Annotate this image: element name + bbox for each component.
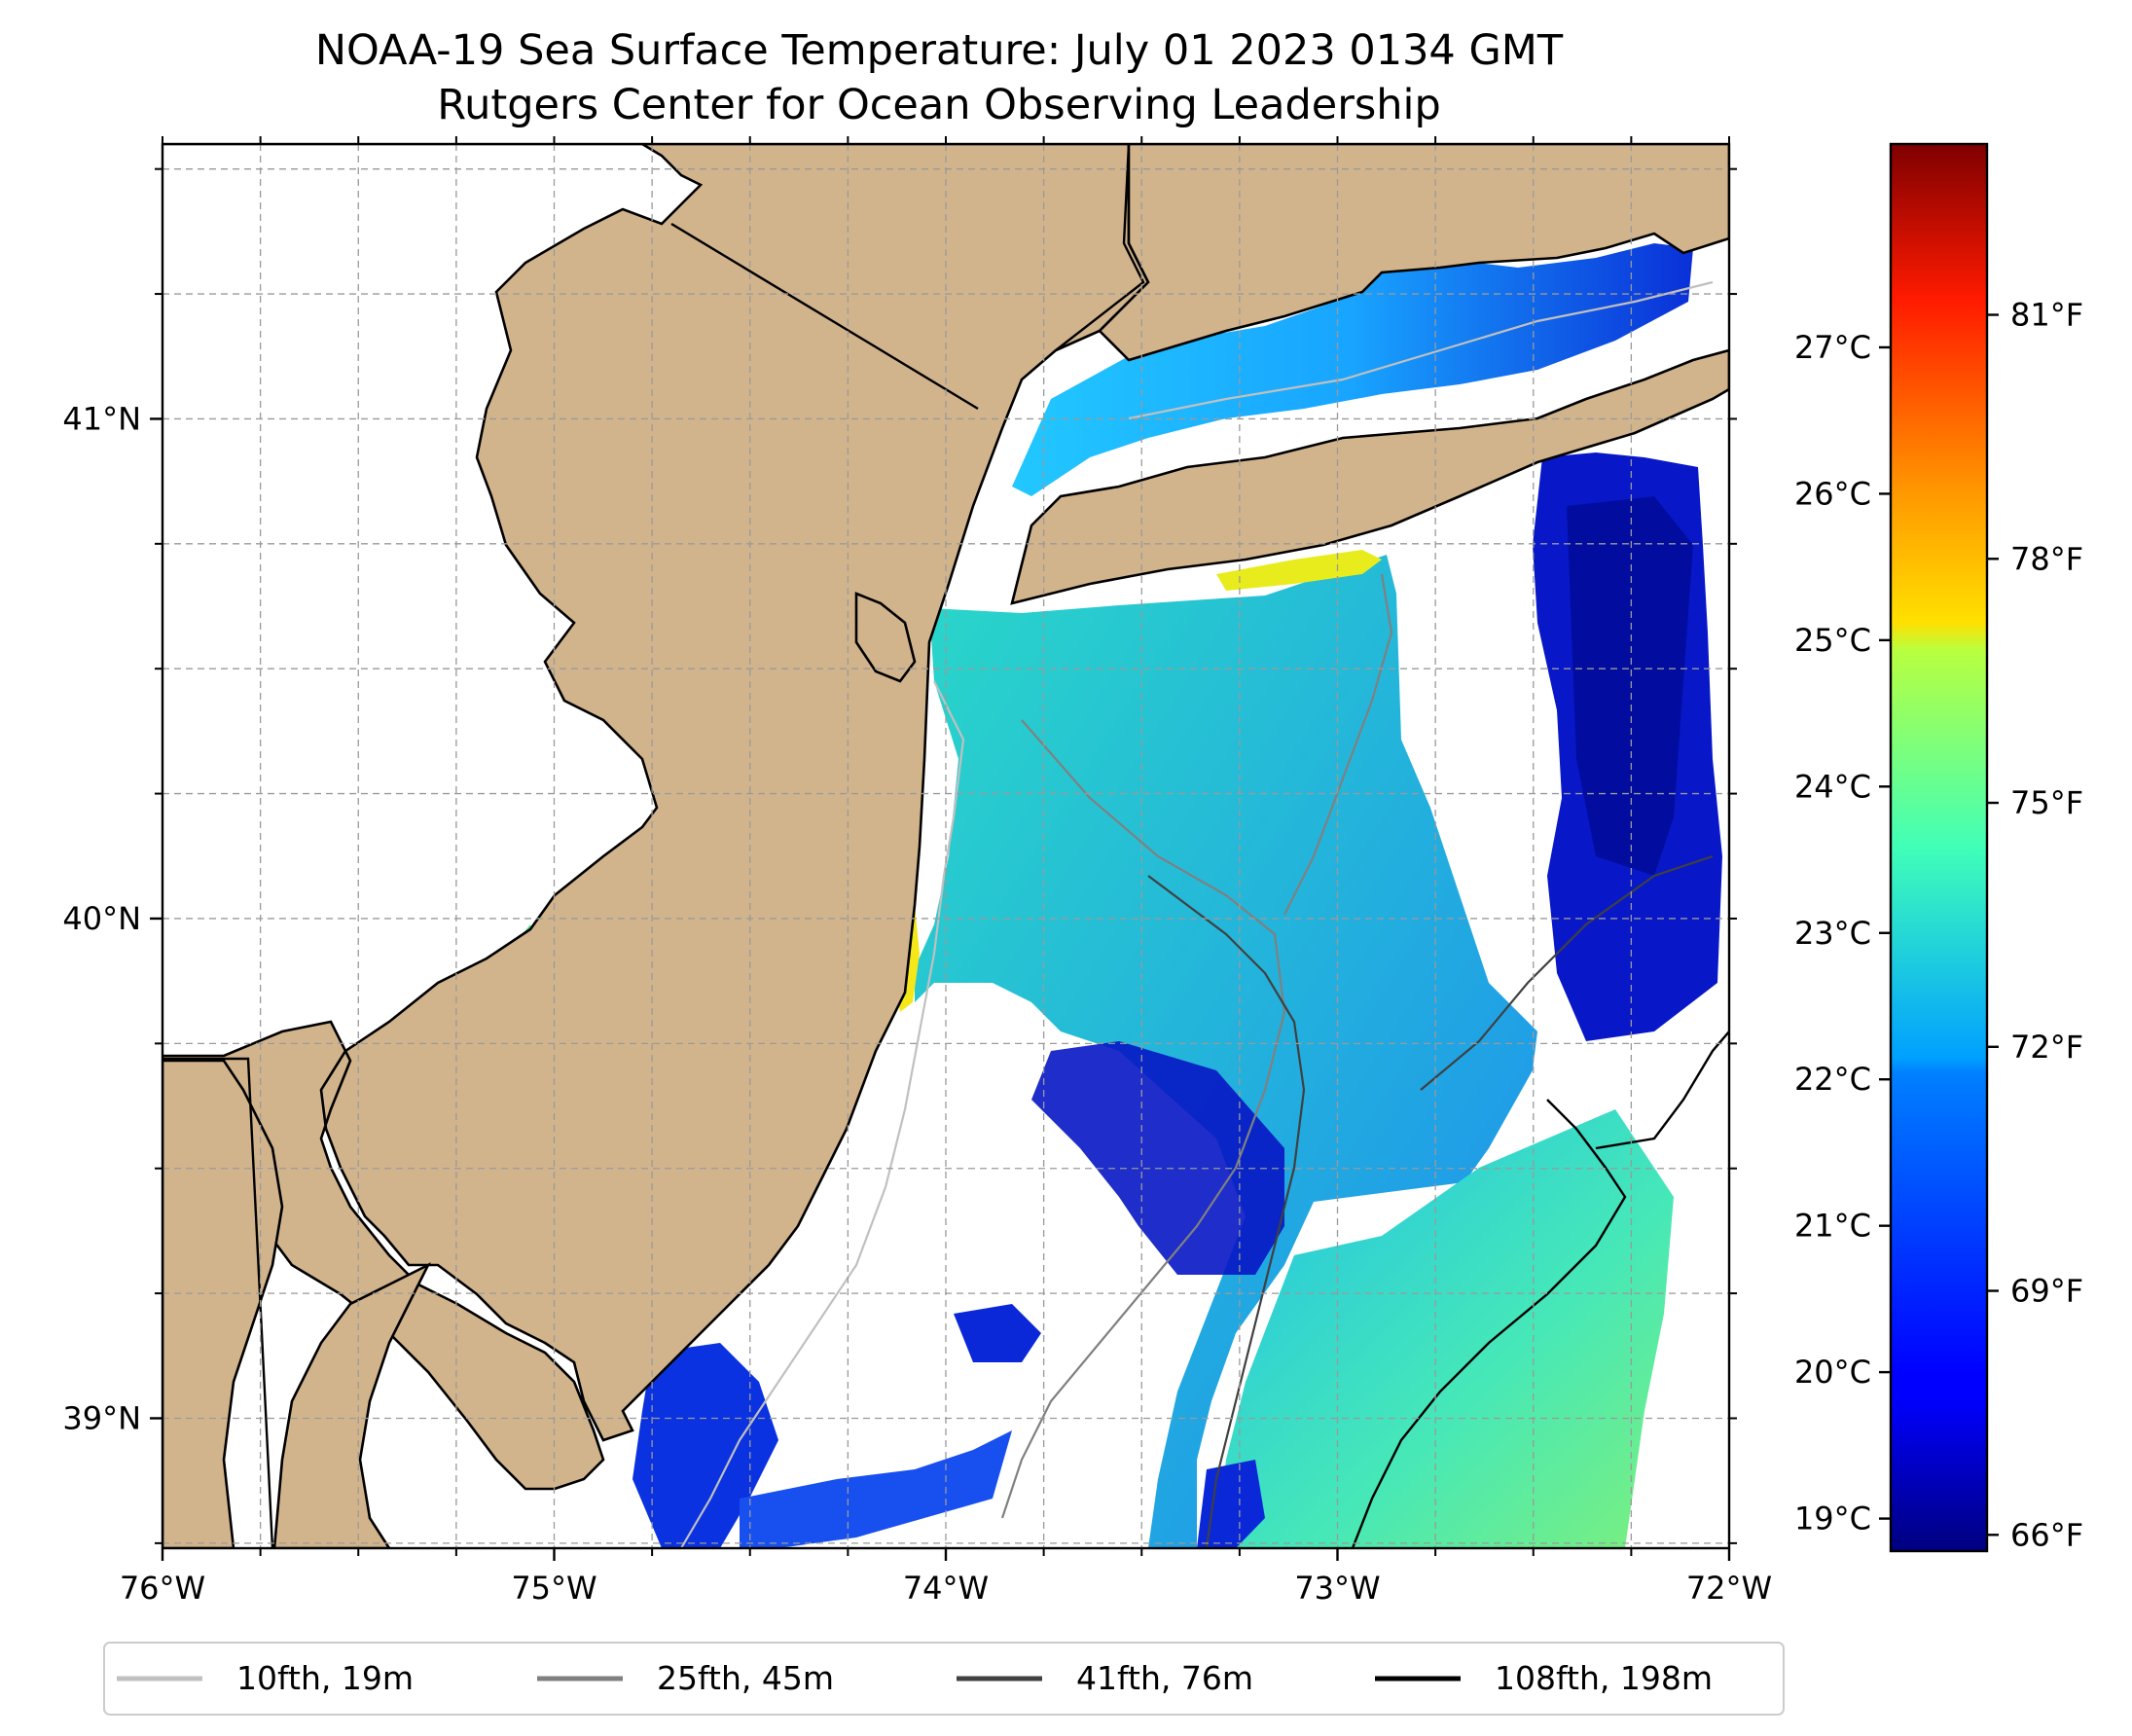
legend-box xyxy=(103,1642,1785,1716)
sst-long-island-sound xyxy=(1012,243,1693,496)
sst-south-strip xyxy=(740,1430,1012,1548)
celsius-tick-label: 22°C xyxy=(1794,1061,1871,1098)
isobath-10fth xyxy=(680,280,1714,1548)
x-tick-label: 72°W xyxy=(1686,1570,1772,1607)
x-axis-ticks: 76°W 75°W 74°W 73°W 72°W xyxy=(120,136,1772,1607)
isobaths xyxy=(680,280,1729,1548)
land-delmarva xyxy=(272,1262,431,1548)
x-tick-label: 73°W xyxy=(1294,1570,1380,1607)
legend-entry-label: 10fth, 19m xyxy=(236,1659,414,1697)
x-tick-label: 75°W xyxy=(511,1570,596,1607)
sst-data-layer xyxy=(409,243,1722,1548)
fahrenheit-tick-label: 75°F xyxy=(2010,784,2083,821)
sst-small-patch xyxy=(954,1304,1041,1362)
land-layer xyxy=(163,144,1729,1548)
land-connecticut xyxy=(1098,144,1729,362)
isobath-legend: 10fth, 19m 25fth, 45m 41fth, 76m 108fth, 19… xyxy=(103,1642,1785,1716)
celsius-tick-label: 19°C xyxy=(1794,1501,1871,1537)
y-tick-label: 39°N xyxy=(62,1399,141,1436)
map-axes: 76°W 75°W 74°W 73°W 72°W 41°N 40°N 39°N xyxy=(62,136,1772,1607)
celsius-tick-label: 25°C xyxy=(1794,622,1871,659)
legend-entry-label: 25fth, 45m xyxy=(657,1659,834,1697)
legend-entry-label: 41fth, 76m xyxy=(1076,1659,1253,1697)
colorbar-fahrenheit-ticks: 66°F 69°F 72°F 75°F 78°F 81°F xyxy=(1987,297,2083,1553)
sst-main-shelf xyxy=(915,555,1537,1548)
y-tick-label: 41°N xyxy=(62,400,141,437)
sst-southern-coastal xyxy=(632,1343,778,1548)
celsius-tick-label: 26°C xyxy=(1794,475,1871,512)
isobath-41fth xyxy=(1147,854,1714,1548)
sst-nearshore-warm xyxy=(1216,550,1382,591)
land-sandy-hook xyxy=(854,592,917,683)
fahrenheit-tick-label: 69°F xyxy=(2010,1273,2083,1310)
isobath-25fth xyxy=(1000,573,1393,1519)
celsius-tick-label: 20°C xyxy=(1794,1354,1871,1391)
celsius-tick-label: 24°C xyxy=(1794,768,1871,805)
y-tick-label: 40°N xyxy=(62,900,141,937)
colorbar-celsius-ticks: 19°C 20°C 21°C 22°C 23°C 24°C 25°C 26°C 27°C xyxy=(1794,329,1891,1537)
y-axis-ticks: 41°N 40°N 39°N xyxy=(62,167,1737,1544)
colorbar: 19°C 20°C 21°C 22°C 23°C 24°C 25°C 26°C 27°C 66°… xyxy=(1794,142,2083,1553)
celsius-tick-label: 27°C xyxy=(1794,329,1871,366)
sst-warm-south-patch xyxy=(1216,1109,1674,1548)
sst-cold-eddy xyxy=(1031,1041,1284,1275)
state-borders xyxy=(163,144,1145,1548)
x-tick-label: 76°W xyxy=(120,1570,205,1607)
land-cape-may xyxy=(163,1059,284,1548)
legend-entry-label: 108fth, 198m xyxy=(1495,1659,1713,1697)
x-tick-label: 74°W xyxy=(903,1570,989,1607)
celsius-tick-label: 23°C xyxy=(1794,915,1871,952)
fahrenheit-tick-label: 81°F xyxy=(2010,297,2083,334)
map-subtitle: Rutgers Center for Ocean Observing Leade… xyxy=(437,81,1441,129)
celsius-tick-label: 21°C xyxy=(1794,1208,1871,1245)
land-long-island xyxy=(1010,348,1729,605)
gridlines xyxy=(163,144,1729,1548)
fahrenheit-tick-label: 78°F xyxy=(2010,540,2083,577)
colorbar-gradient xyxy=(1889,142,1989,1553)
isobath-108fth xyxy=(1351,1031,1729,1548)
sst-small-patch-2 xyxy=(1197,1460,1265,1548)
map-title: NOAA-19 Sea Surface Temperature: July 01… xyxy=(315,26,1564,75)
fahrenheit-tick-label: 66°F xyxy=(2010,1516,2083,1553)
sst-offshore-cold-inner xyxy=(1567,496,1693,876)
fahrenheit-tick-label: 72°F xyxy=(2010,1029,2083,1066)
